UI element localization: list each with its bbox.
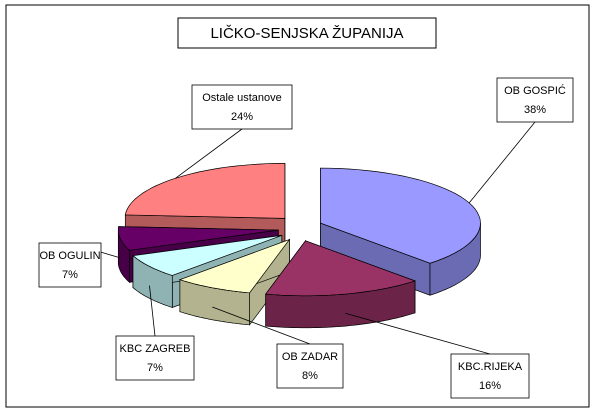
slice (132, 235, 282, 276)
label-box (38, 242, 102, 288)
chart-title: LIČKO-SENJSKA ŽUPANIJA (210, 25, 403, 42)
slice-label: OB GOSPIĆ (504, 84, 566, 97)
value-label: 7% (147, 362, 163, 374)
label-box (276, 343, 344, 389)
label-box (496, 77, 574, 123)
leader-line (149, 285, 156, 337)
leader-line (212, 306, 311, 345)
leader-line (175, 128, 243, 179)
leader-line (345, 312, 491, 355)
slice (124, 163, 286, 219)
value-label: 16% (479, 380, 501, 392)
slice-label: KBC ZAGREB (120, 343, 191, 355)
value-label: 24% (231, 111, 253, 123)
slice-label: OB ZADAR (282, 351, 338, 363)
slice-label: KBC.RIJEKA (458, 361, 523, 373)
slice-label: Ostale ustanove (202, 92, 282, 104)
slice (265, 240, 417, 297)
value-label: 7% (62, 269, 78, 281)
leader-line (468, 121, 536, 204)
label-box (115, 335, 195, 381)
value-label: 38% (524, 104, 546, 116)
slice (178, 238, 291, 294)
slice (320, 167, 481, 264)
slice (117, 226, 279, 251)
label-box (450, 353, 530, 399)
chart-border (5, 4, 590, 408)
slice-label: OB OGULIN (39, 250, 100, 262)
label-box (191, 84, 293, 130)
value-label: 8% (302, 370, 318, 382)
title-box (177, 17, 437, 49)
